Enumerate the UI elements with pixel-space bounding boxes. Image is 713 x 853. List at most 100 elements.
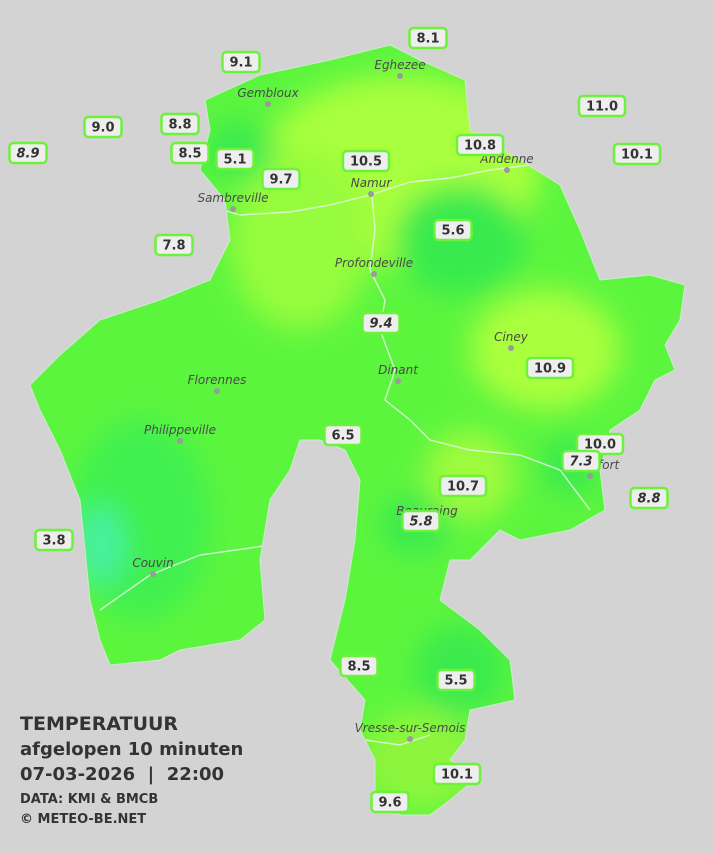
city-label: Florennes <box>188 373 247 387</box>
station: 10.1 <box>432 762 482 786</box>
station-value: 5.6 <box>441 224 464 239</box>
city-label: Eghezee <box>374 58 425 72</box>
station-value: 10.7 <box>447 480 479 495</box>
station-value: 9.6 <box>378 796 401 811</box>
city-label: Namur <box>351 176 393 190</box>
station-value: 3.8 <box>42 534 65 549</box>
station: 8.5 <box>339 654 379 678</box>
station-box <box>215 147 255 171</box>
city-label: Philippeville <box>144 423 216 437</box>
station: 5.8 <box>401 509 441 533</box>
station-box <box>170 141 210 165</box>
station-box <box>629 486 669 510</box>
station: 8.8 <box>629 486 669 510</box>
station: 10.0 <box>575 432 625 456</box>
station: 8.1 <box>408 26 448 50</box>
station-box <box>438 474 488 498</box>
city-dot <box>504 167 510 173</box>
city-dot <box>150 571 156 577</box>
station-box <box>361 311 401 335</box>
station: 6.5 <box>323 423 363 447</box>
station-value: 10.5 <box>350 155 382 170</box>
city-dot <box>397 73 403 79</box>
station-value: 9.7 <box>269 173 292 188</box>
station-box <box>34 528 74 552</box>
station-value: 9.1 <box>229 56 252 71</box>
legend: TEMPERATUUR afgelopen 10 minuten 07-03-2… <box>20 713 243 827</box>
station: 10.9 <box>525 356 575 380</box>
station-value: 9.4 <box>369 317 392 332</box>
station: 7.3 <box>561 449 601 473</box>
station-box <box>83 115 123 139</box>
station-box <box>525 356 575 380</box>
station-box <box>221 50 261 74</box>
station-value: 5.1 <box>223 153 246 168</box>
station-value: 8.9 <box>16 147 39 162</box>
station: 5.6 <box>433 218 473 242</box>
station-box <box>612 142 662 166</box>
station-box <box>432 762 482 786</box>
legend-source: DATA: KMI & BMCB <box>20 792 158 807</box>
station-value: 7.8 <box>162 239 185 254</box>
station-value: 8.5 <box>178 147 201 162</box>
city-label: Profondeville <box>335 256 413 270</box>
station: 10.7 <box>438 474 488 498</box>
station-box <box>323 423 363 447</box>
city-dot <box>368 191 374 197</box>
legend-datetime: 07-03-2026 | 22:00 <box>20 764 224 785</box>
station-box <box>436 668 476 692</box>
city-dot <box>587 473 593 479</box>
station-value: 10.0 <box>584 438 616 453</box>
station: 9.0 <box>83 115 123 139</box>
station: 10.8 <box>455 133 505 157</box>
station-value: 6.5 <box>331 429 354 444</box>
city-dot <box>230 206 236 212</box>
city-label: Ciney <box>494 330 529 344</box>
city-layer: EghezeeGemblouxAndenneNamurSambrevillePr… <box>132 58 621 742</box>
station-box <box>341 149 391 173</box>
city-dot <box>508 345 514 351</box>
station-box <box>339 654 379 678</box>
city-dot <box>371 271 377 277</box>
station-box <box>401 509 441 533</box>
city-dot <box>395 378 401 384</box>
station-value: 11.0 <box>586 100 618 115</box>
station: 9.7 <box>261 167 301 191</box>
station-box <box>160 112 200 136</box>
station-box <box>433 218 473 242</box>
station: 3.8 <box>34 528 74 552</box>
station-value: 10.1 <box>441 768 473 783</box>
station: 9.1 <box>221 50 261 74</box>
station-layer: 8.1 9.1 11.0 9.0 8.8 8.9 8.5 5.1 10.8 10.1 10.5 9.7… <box>8 26 669 814</box>
city-label: Couvin <box>132 556 173 570</box>
legend-copyright: © METEO-BE.NET <box>20 812 146 827</box>
station: 8.9 <box>8 141 48 165</box>
city-label: Vresse-sur-Semois <box>355 721 466 735</box>
station: 7.8 <box>154 233 194 257</box>
station-box <box>8 141 48 165</box>
station: 8.8 <box>160 112 200 136</box>
station: 10.5 <box>341 149 391 173</box>
station-value: 8.1 <box>416 32 439 47</box>
city-label: Sambreville <box>197 191 268 205</box>
station-box <box>561 449 601 473</box>
legend-subtitle: afgelopen 10 minuten <box>20 739 243 760</box>
city-dot <box>265 101 271 107</box>
legend-title: TEMPERATUUR <box>20 713 178 735</box>
city-dot <box>214 388 220 394</box>
city-label: Gembloux <box>237 86 299 100</box>
city-label: Dinant <box>378 363 419 377</box>
station: 8.5 <box>170 141 210 165</box>
station: 5.1 <box>215 147 255 171</box>
station-value: 8.8 <box>637 492 660 507</box>
station-box <box>261 167 301 191</box>
station: 5.5 <box>436 668 476 692</box>
station-value: 10.9 <box>534 362 566 377</box>
station: 11.0 <box>577 94 627 118</box>
city-dot <box>177 438 183 444</box>
station-value: 10.8 <box>464 139 496 154</box>
station-value: 7.3 <box>569 455 592 470</box>
station: 10.1 <box>612 142 662 166</box>
station-value: 5.8 <box>409 515 432 530</box>
